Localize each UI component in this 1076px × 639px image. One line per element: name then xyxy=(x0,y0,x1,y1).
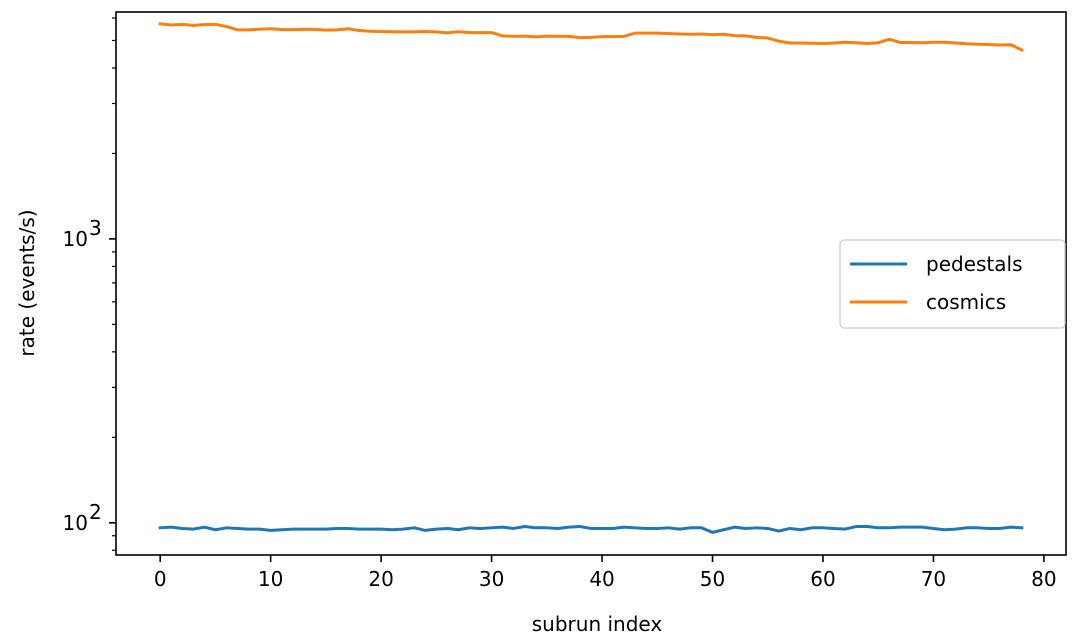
x-tick-label: 60 xyxy=(810,567,835,591)
y-tick-label: 10 xyxy=(63,511,88,535)
y-tick-exponent: 3 xyxy=(89,216,102,240)
x-axis: 0 10 20 30 40 50 60 70 80 xyxy=(154,555,1057,591)
y-axis-label: rate (events/s) xyxy=(15,209,39,356)
x-tick-label: 40 xyxy=(589,567,614,591)
legend-label-cosmics: cosmics xyxy=(926,290,1006,314)
series-line-cosmics xyxy=(158,22,1024,52)
x-tick-label: 20 xyxy=(368,567,393,591)
x-axis-label: subrun index xyxy=(532,612,663,636)
legend-label-pedestals: pedestals xyxy=(926,252,1023,276)
x-tick-label: 10 xyxy=(258,567,283,591)
y-tick-exponent: 2 xyxy=(89,500,102,524)
x-tick-label: 30 xyxy=(479,567,504,591)
series-layer xyxy=(158,22,1024,534)
series-line-pedestals xyxy=(158,525,1024,534)
x-tick-label: 70 xyxy=(921,567,946,591)
x-tick-label: 50 xyxy=(700,567,725,591)
legend-box xyxy=(839,239,1066,329)
x-tick-label: 0 xyxy=(154,567,167,591)
y-tick-label: 10 xyxy=(63,227,88,251)
x-tick-label: 80 xyxy=(1031,567,1056,591)
legend: pedestals cosmics xyxy=(839,239,1066,329)
plot-frame xyxy=(115,11,1067,556)
